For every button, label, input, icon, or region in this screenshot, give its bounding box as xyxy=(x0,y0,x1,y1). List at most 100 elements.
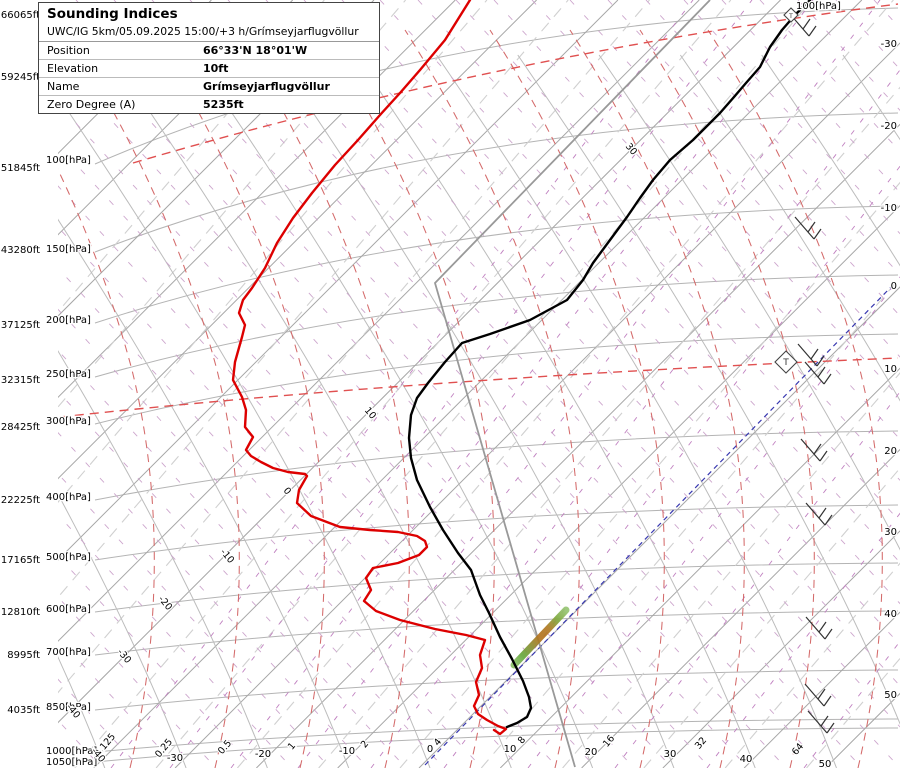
temperature-axis-label: 20 xyxy=(884,446,897,457)
temperature-axis-label: -30 xyxy=(167,753,183,764)
dry-adiabat-line xyxy=(110,54,512,768)
mixing-ratio-line xyxy=(370,69,900,768)
pressure-axis-label: 1050[hPa] xyxy=(46,757,97,768)
mixing-ratio-label: 8 xyxy=(516,735,528,747)
adiabat-label: -10 xyxy=(218,547,236,566)
wind-barb-icon xyxy=(804,361,832,385)
pressure-axis-label: 850[hPa] xyxy=(46,702,91,713)
adiabat-label: -20 xyxy=(156,594,174,613)
dry-adiabat-line xyxy=(679,54,900,402)
dry-adiabat-line xyxy=(273,54,675,768)
altitude-axis-label: 12810ft xyxy=(1,607,40,618)
altitude-axis-label: 51845ft xyxy=(1,163,40,174)
dry-adiabat-line xyxy=(58,656,106,768)
isotherm-line xyxy=(58,0,537,480)
mixing-ratio-label: 1 xyxy=(286,741,298,753)
mixing-ratio-line xyxy=(443,165,900,768)
altitude-axis-label: 8995ft xyxy=(7,650,40,661)
isotherm-line xyxy=(58,0,700,642)
temperature-axis-label: -10 xyxy=(339,746,355,757)
temperature-axis-label: 40 xyxy=(884,609,897,620)
wind-barb-icon xyxy=(807,710,835,734)
mixing-ratio-label: 64 xyxy=(790,741,806,757)
mixing-ratio-line xyxy=(614,391,900,768)
tropopause-line xyxy=(59,357,899,418)
violet-dashed-line xyxy=(75,0,787,768)
sounding-indices-table: Position 66°33'N 18°01'W Elevation 10ft … xyxy=(39,42,379,113)
pressure-axis-label: 300[hPa] xyxy=(46,416,91,427)
dry-adiabat-line xyxy=(761,54,900,267)
pressure-axis-label: 200[hPa] xyxy=(46,315,91,326)
moist-adiabat-grid xyxy=(58,29,883,768)
dashed-reference-line xyxy=(155,0,813,768)
altitude-axis-label: 17165ft xyxy=(1,555,40,566)
wind-barb-icon xyxy=(794,216,822,240)
isotherm-line xyxy=(743,611,900,768)
temperature-axis-label: 30 xyxy=(884,527,897,538)
dashed-reference-line xyxy=(724,562,900,768)
isotherm-line xyxy=(174,42,900,768)
temperature-axis-label: -30 xyxy=(881,39,897,50)
temperature-axis-label: -10 xyxy=(881,203,897,214)
dashed-reference-line xyxy=(562,372,900,768)
temperature-axis-label: -20 xyxy=(255,749,271,760)
svg-text:T: T xyxy=(782,358,789,368)
wind-barb-icon xyxy=(805,502,833,526)
row-label: Name xyxy=(39,77,195,96)
dry-adiabat-line xyxy=(58,350,268,768)
altitude-axis-label: 37125ft xyxy=(1,320,40,331)
pressure-axis-label: 600[hPa] xyxy=(46,604,91,615)
moist-adiabat-line xyxy=(149,29,325,768)
temperature-axis-label: 40 xyxy=(740,754,753,765)
blue-reference-line xyxy=(424,284,894,766)
row-value: 66°33'N 18°01'W xyxy=(195,42,379,60)
temperature-axis-label: 10 xyxy=(884,364,897,375)
isobar-line xyxy=(94,333,899,425)
isobar-line xyxy=(94,430,899,501)
table-row: Zero Degree (A) 5235ft xyxy=(39,96,379,114)
row-value: 10ft xyxy=(195,59,379,78)
pressure-axis-label: 150[hPa] xyxy=(46,244,91,255)
mixing-ratio-line xyxy=(230,0,814,768)
row-value: Grímseyjarflugvöllur xyxy=(195,77,379,96)
isotherm-line xyxy=(93,0,863,768)
isotherm-line xyxy=(337,204,900,768)
pressure-axis-label: 500[hPa] xyxy=(46,552,91,563)
temperature-axis-label: 0 xyxy=(427,744,433,755)
dry-adiabat-line xyxy=(436,54,837,768)
wind-barbs xyxy=(789,13,835,734)
wind-barb-icon xyxy=(797,343,825,367)
mixing-ratio-label: 16 xyxy=(601,733,617,749)
dashed-reference-line xyxy=(74,0,732,768)
altitude-axis-label: 32315ft xyxy=(1,375,40,386)
table-row: Elevation 10ft xyxy=(39,59,379,78)
dashed-reference-line xyxy=(643,467,900,768)
violet-dashed-line xyxy=(645,0,900,276)
pressure-axis-label: 250[hPa] xyxy=(46,369,91,380)
sounding-indices-panel: Sounding Indices UWC/IG 5km/05.09.2025 1… xyxy=(38,2,380,114)
pressure-axis-label: 1000[hPa] xyxy=(46,746,97,757)
violet-dashed-line xyxy=(58,144,635,768)
pressure-axis-label: 100[hPa] xyxy=(46,155,91,166)
violet-dashed-line xyxy=(58,20,749,768)
wind-barb-icon xyxy=(805,616,833,640)
temperature-axis-label: -20 xyxy=(881,121,897,132)
isotherm-line xyxy=(256,123,900,768)
violet-dashed-line xyxy=(607,0,900,317)
dashed-reference-line xyxy=(58,0,569,599)
isotherm-line xyxy=(662,530,900,768)
mixing-ratio-grid xyxy=(110,0,900,768)
isobar-line xyxy=(94,562,899,613)
pressure-axis-label: 400[hPa] xyxy=(46,492,91,503)
cloud-icing-layer-segment xyxy=(510,606,570,669)
temperature-axis-label: 50 xyxy=(884,690,897,701)
violet-dashed-line xyxy=(189,0,900,768)
altitude-axis-label: 66065ft xyxy=(1,10,40,21)
temperature-axis-label: 20 xyxy=(585,747,598,758)
table-row: Name Grímseyjarflugvöllur xyxy=(39,77,379,96)
violet-dashed-line xyxy=(303,0,900,646)
altitude-axis-label: 4035ft xyxy=(7,705,40,716)
